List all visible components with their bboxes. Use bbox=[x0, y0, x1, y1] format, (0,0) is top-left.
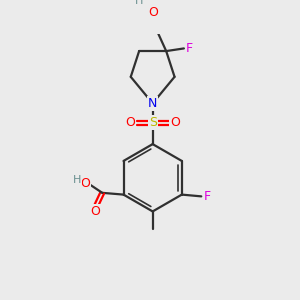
Text: F: F bbox=[186, 42, 193, 55]
Text: O: O bbox=[126, 116, 136, 129]
Text: S: S bbox=[149, 116, 157, 129]
Text: O: O bbox=[90, 205, 100, 218]
Text: H: H bbox=[72, 176, 81, 185]
Text: O: O bbox=[170, 116, 180, 129]
Text: F: F bbox=[204, 190, 211, 203]
Text: O: O bbox=[80, 177, 90, 190]
Text: O: O bbox=[148, 6, 158, 19]
Text: H: H bbox=[134, 0, 143, 6]
Text: N: N bbox=[148, 97, 157, 110]
